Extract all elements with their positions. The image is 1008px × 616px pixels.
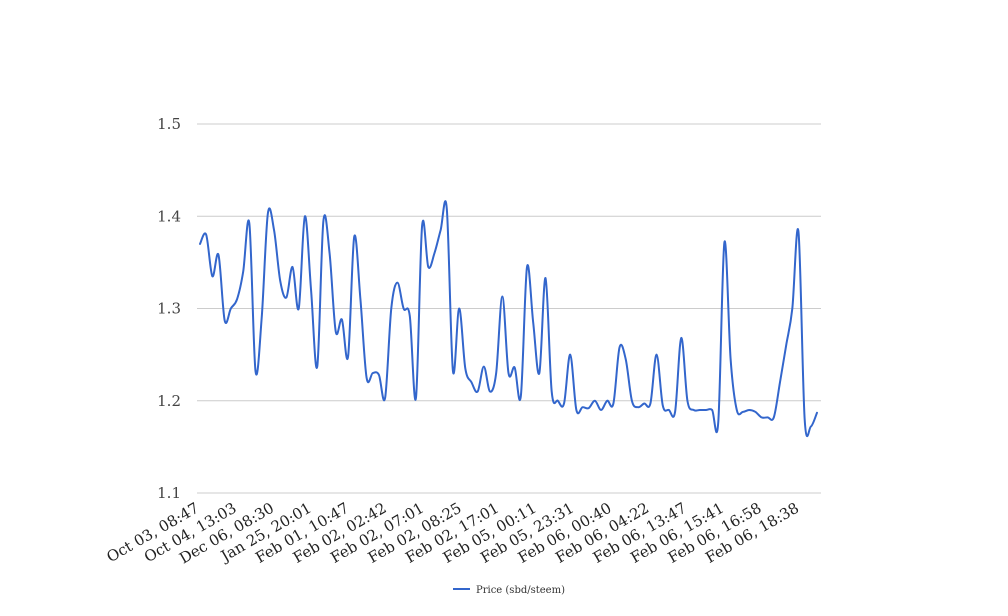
y-axis-tick-labels: 1.1 1.2 1.3 1.4 1.5 [157,115,181,502]
gridlines [197,123,821,494]
y-tick-label: 1.5 [157,115,181,133]
y-tick-label: 1.1 [157,484,181,502]
legend[interactable]: Price (sbd/steem) [453,585,565,596]
y-tick-label: 1.2 [157,392,181,410]
legend-label: Price (sbd/steem) [476,585,565,596]
y-tick-label: 1.3 [157,300,181,318]
series-line-price[interactable] [199,200,818,438]
series-layer [199,200,818,438]
y-tick-label: 1.4 [157,207,181,225]
